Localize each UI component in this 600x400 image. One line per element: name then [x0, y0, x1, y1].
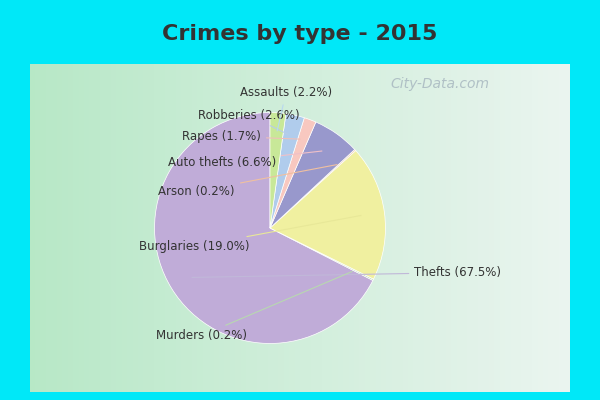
- Text: Robberies (2.6%): Robberies (2.6%): [198, 109, 299, 134]
- Text: Arson (0.2%): Arson (0.2%): [158, 164, 337, 198]
- Wedge shape: [270, 150, 385, 279]
- Wedge shape: [270, 118, 316, 228]
- Text: Assaults (2.2%): Assaults (2.2%): [240, 86, 332, 131]
- Wedge shape: [270, 122, 355, 228]
- Wedge shape: [270, 114, 304, 228]
- Wedge shape: [270, 150, 356, 228]
- Text: Crimes by type - 2015: Crimes by type - 2015: [163, 24, 437, 44]
- Text: Rapes (1.7%): Rapes (1.7%): [182, 130, 300, 143]
- Wedge shape: [155, 112, 373, 344]
- Text: Murders (0.2%): Murders (0.2%): [156, 272, 352, 342]
- Text: Burglaries (19.0%): Burglaries (19.0%): [139, 216, 361, 253]
- Wedge shape: [270, 228, 374, 280]
- Text: Auto thefts (6.6%): Auto thefts (6.6%): [167, 151, 322, 169]
- Text: Thefts (67.5%): Thefts (67.5%): [192, 266, 502, 279]
- Text: City-Data.com: City-Data.com: [390, 77, 489, 91]
- Wedge shape: [270, 112, 286, 228]
